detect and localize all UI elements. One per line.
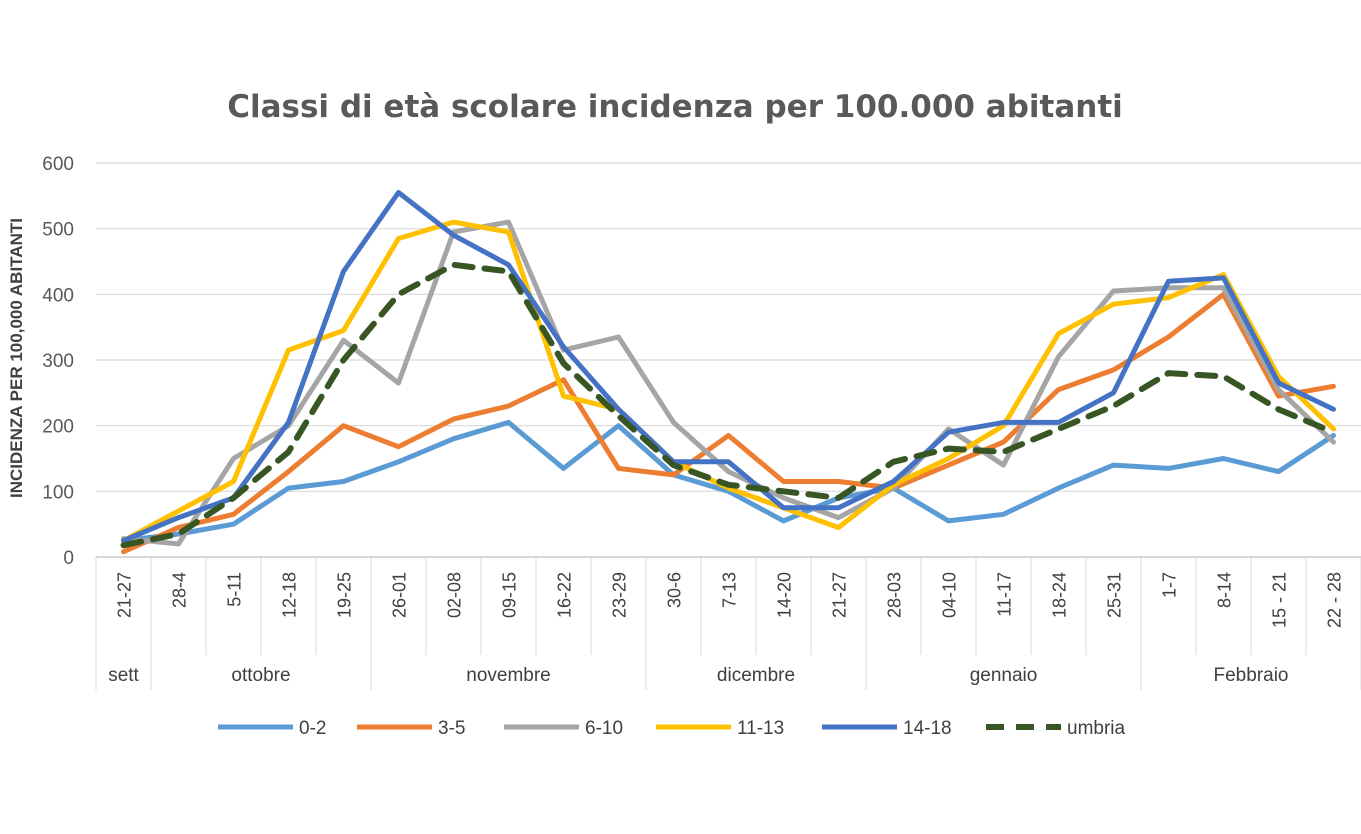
month-label: ottobre (231, 665, 290, 686)
legend-label: 0-2 (299, 718, 326, 739)
x-tick-label: 28-4 (170, 572, 190, 608)
month-label: sett (108, 665, 139, 686)
series-line (121, 190, 1336, 544)
x-tick-label: 02-08 (445, 572, 465, 618)
y-axis-ticks: 0 100 200 300 400 500 600 (42, 154, 74, 569)
legend-label: 14-18 (903, 718, 952, 739)
month-label: Febbraio (1214, 665, 1289, 686)
y-tick-label: 0 (63, 548, 74, 569)
series-line (121, 419, 1336, 544)
legend-label: 11-13 (737, 718, 784, 739)
x-axis: 21-27 28-4 5-11 12-18 19-25 26-01 02-08 09-15 16… (95, 557, 1361, 690)
x-tick-label: 1-7 (1160, 572, 1180, 598)
x-tick-label: 8-14 (1215, 572, 1235, 608)
y-tick-label: 600 (42, 154, 74, 175)
y-tick-label: 500 (42, 220, 74, 241)
x-tick-label: 09-15 (500, 572, 520, 618)
x-tick-label: 22 - 28 (1325, 572, 1345, 628)
month-label: gennaio (970, 665, 1038, 686)
x-tick-label: 21-27 (830, 572, 850, 618)
legend-label: umbria (1067, 718, 1126, 739)
legend-label: 6-10 (585, 718, 623, 739)
x-tick-label: 12-18 (280, 572, 300, 618)
x-tick-label: 16-22 (555, 572, 575, 618)
legend: 0-2 3-5 6-10 11-13 14-18 umbria (218, 718, 1126, 739)
month-label: dicembre (717, 665, 795, 686)
x-tick-label: 23-29 (610, 572, 630, 618)
x-tick-label: 7-13 (720, 572, 740, 608)
y-tick-label: 200 (42, 417, 74, 438)
y-tick-label: 100 (42, 482, 74, 503)
x-tick-label: 30-6 (665, 572, 685, 608)
x-tick-label: 11-17 (995, 572, 1015, 617)
x-tick-label: 15 - 21 (1270, 572, 1290, 628)
y-tick-label: 400 (42, 285, 74, 306)
x-tick-label: 25-31 (1105, 572, 1125, 618)
x-tick-label: 5-11 (225, 572, 245, 607)
month-label: novembre (466, 665, 551, 686)
x-tick-label: 28-03 (885, 572, 905, 618)
series-line (121, 219, 1336, 547)
legend-label: 3-5 (438, 718, 465, 739)
series-line (120, 261, 1337, 549)
y-tick-label: 300 (42, 351, 74, 372)
x-tick-label: 19-25 (335, 572, 355, 618)
series-line (121, 219, 1336, 544)
x-tick-label: 26-01 (390, 572, 410, 618)
x-tick-label: 18-24 (1050, 572, 1070, 618)
series-lines (120, 190, 1337, 555)
y-axis-label: INCIDENZA PER 100,000 ABITANTI (7, 218, 26, 498)
x-tick-label: 14-20 (775, 572, 795, 618)
chart-title: Classi di età scolare incidenza per 100.… (227, 89, 1123, 125)
x-tick-label: 04-10 (940, 572, 960, 618)
x-tick-label: 21-27 (115, 572, 135, 618)
